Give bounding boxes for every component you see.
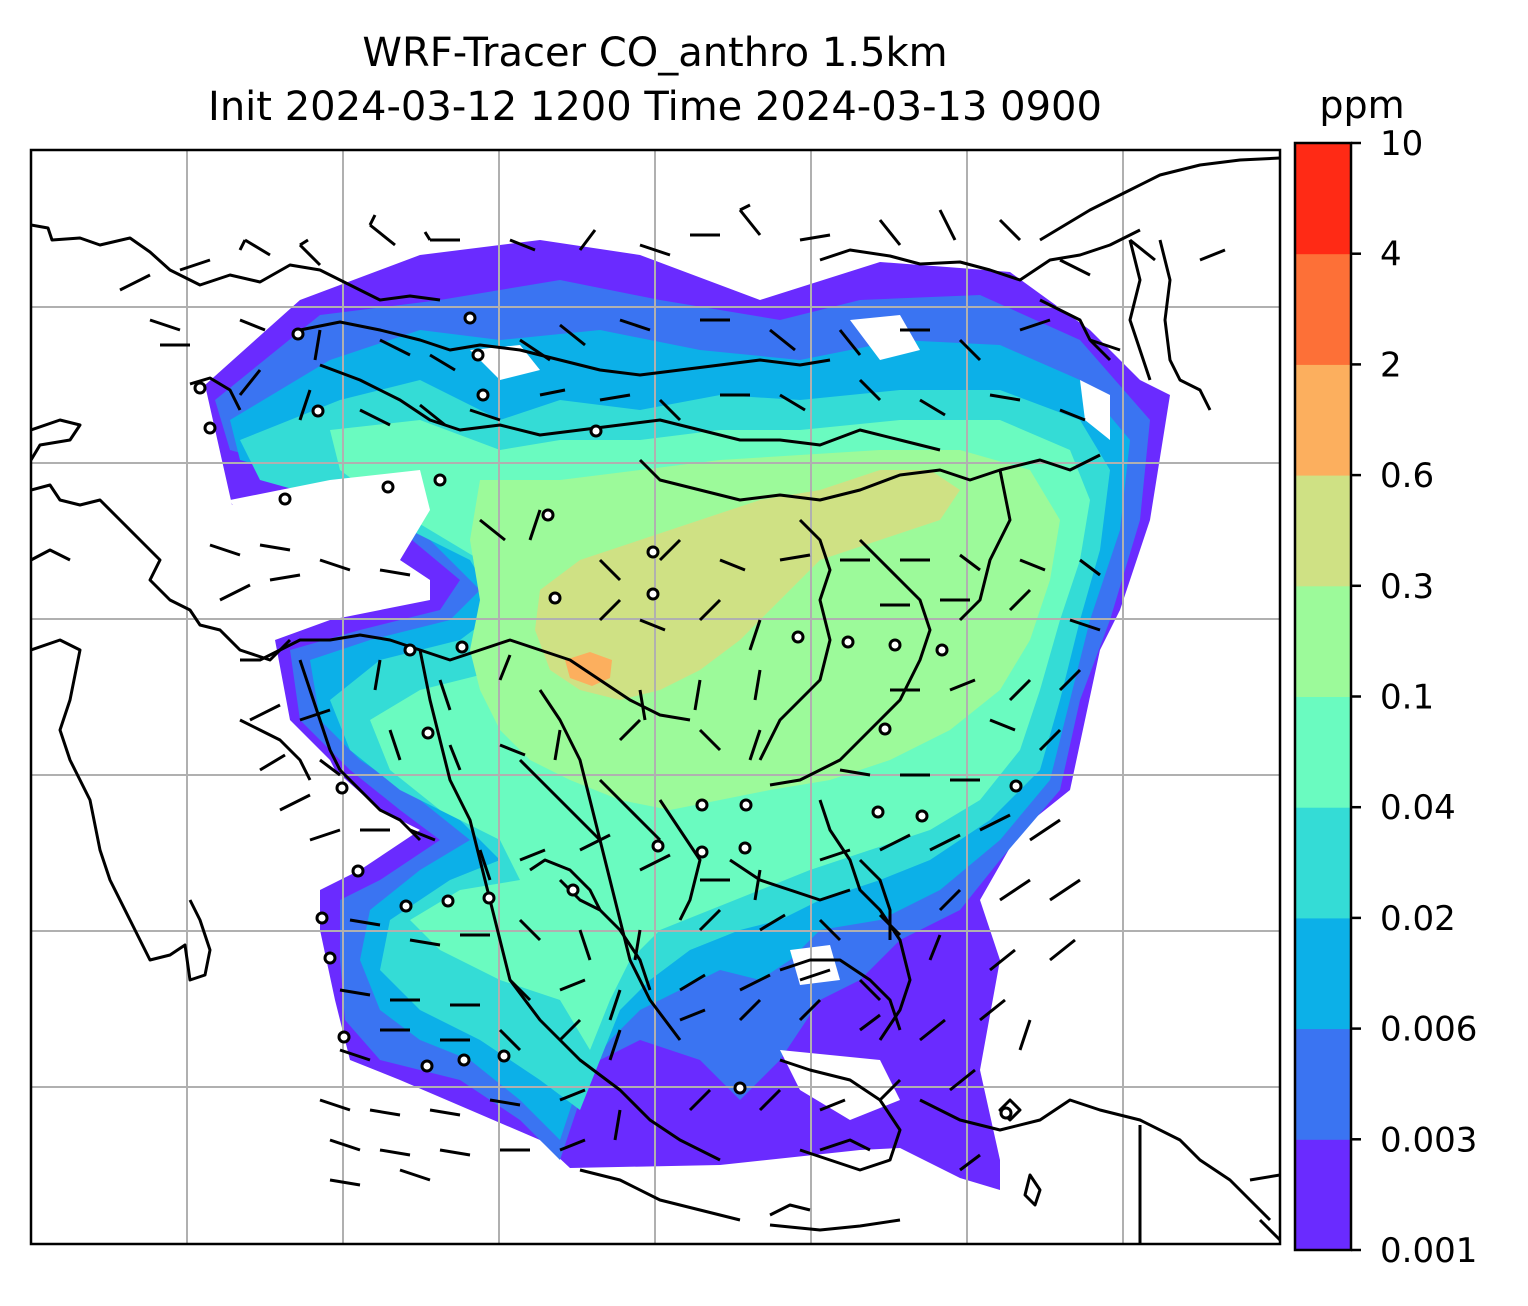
field-gap-ne — [850, 315, 920, 360]
colorbar-tick-label: 10 — [1380, 124, 1423, 164]
colorbar-tick-label: 0.1 — [1380, 678, 1434, 718]
colorbar-tick-label: 4 — [1380, 235, 1402, 275]
colorbar-ticks: 0.001 0.003 0.006 0.02 0.04 0.1 0.3 0.6 2 4 10 — [1351, 124, 1477, 1271]
map-title-line-1: WRF-Tracer CO_anthro 1.5km — [362, 30, 948, 76]
wind-barbs — [119, 203, 1226, 1187]
colorbar-tick-label: 0.003 — [1380, 1120, 1477, 1160]
field-gap-east — [1080, 380, 1110, 440]
colorbar-swatch — [1295, 475, 1351, 587]
map-title-line-2: Init 2024-03-12 1200 Time 2024-03-13 090… — [208, 84, 1102, 130]
colorbar-tick-label: 0.006 — [1380, 1010, 1477, 1050]
field-high-layer — [470, 450, 1060, 810]
colorbar-tick-label: 0.02 — [1380, 899, 1456, 939]
colorbar-swatch — [1295, 696, 1351, 808]
field-higher-layer — [535, 470, 960, 700]
colorbar-swatch — [1295, 807, 1351, 919]
colorbar-tick-label: 0.6 — [1380, 456, 1434, 496]
colorbar-swatch — [1295, 917, 1351, 1030]
colorbar-tick-label: 2 — [1380, 345, 1402, 385]
field-peak-layer — [565, 652, 612, 686]
colorbar-unit: ppm — [1319, 83, 1404, 127]
colorbar-tick-label: 0.001 — [1380, 1231, 1477, 1271]
field-gap-north — [470, 345, 540, 380]
colorbar-swatch — [1295, 585, 1351, 697]
tracer-field — [205, 240, 1170, 1190]
coastlines — [31, 156, 1280, 1244]
colorbar-swatches — [1295, 143, 1351, 1251]
gridlines — [31, 150, 1280, 1244]
colorbar-swatch — [1295, 253, 1351, 365]
colorbar-tick-label: 0.04 — [1380, 788, 1456, 828]
field-gap-southeast — [790, 945, 840, 985]
colorbar-swatch — [1295, 364, 1351, 476]
colorbar-swatch — [1295, 1139, 1351, 1251]
map-frame — [29, 148, 1282, 1246]
calm-wind-markers — [193, 311, 1023, 1120]
colorbar-swatch — [1295, 1028, 1351, 1140]
colorbar-swatch — [1295, 143, 1351, 255]
colorbar-tick-label: 0.3 — [1380, 567, 1434, 607]
